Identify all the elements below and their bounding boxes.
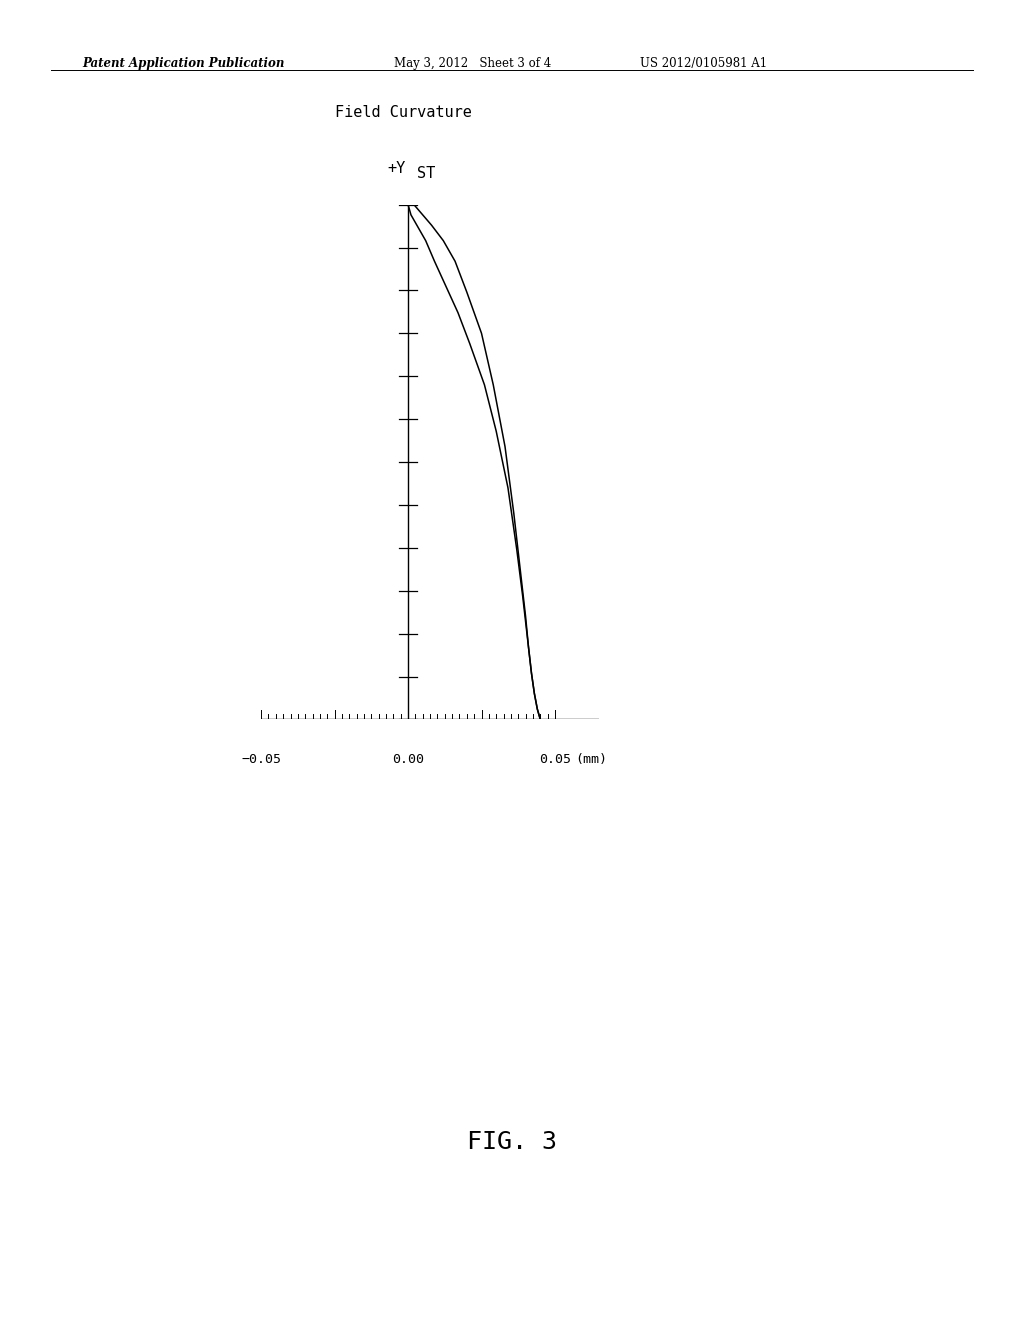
Text: Field Curvature: Field Curvature xyxy=(335,104,471,120)
Text: Patent Application Publication: Patent Application Publication xyxy=(82,57,285,70)
Text: May 3, 2012   Sheet 3 of 4: May 3, 2012 Sheet 3 of 4 xyxy=(394,57,552,70)
Text: US 2012/0105981 A1: US 2012/0105981 A1 xyxy=(640,57,767,70)
Text: −0.05: −0.05 xyxy=(241,752,282,766)
Text: (mm): (mm) xyxy=(575,752,607,766)
Text: +Y: +Y xyxy=(387,161,406,177)
Text: ST: ST xyxy=(417,166,435,181)
Text: 0.00: 0.00 xyxy=(392,752,424,766)
Text: 0.05: 0.05 xyxy=(539,752,571,766)
Text: FIG. 3: FIG. 3 xyxy=(467,1130,557,1154)
